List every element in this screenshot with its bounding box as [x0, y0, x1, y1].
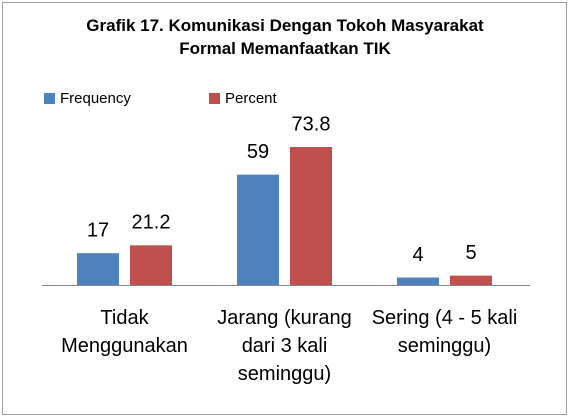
bar	[237, 174, 279, 285]
bar	[397, 277, 439, 285]
bar	[130, 245, 172, 285]
x-tick-label: Tidak Menggunakan	[61, 307, 188, 357]
value-label: 5	[465, 242, 476, 264]
value-label: 21.2	[132, 212, 171, 234]
legend-swatch	[44, 93, 55, 104]
legend-label: Frequency	[60, 90, 131, 107]
value-label: 17	[87, 219, 109, 241]
bar	[450, 275, 492, 285]
bar	[290, 147, 332, 285]
value-label: 59	[247, 141, 269, 163]
value-label: 73.8	[292, 113, 331, 135]
x-tick-label: Sering (4 - 5 kali seminggu)	[371, 307, 518, 357]
chart-title: Grafik 17. Komunikasi Dengan Tokoh Masya…	[86, 16, 484, 58]
legend-swatch	[209, 93, 220, 104]
value-label: 4	[412, 244, 423, 266]
x-tick-label: Jarang (kurang dari 3 kali seminggu)	[217, 307, 352, 385]
legend-label: Percent	[225, 90, 278, 107]
bar	[77, 253, 119, 285]
